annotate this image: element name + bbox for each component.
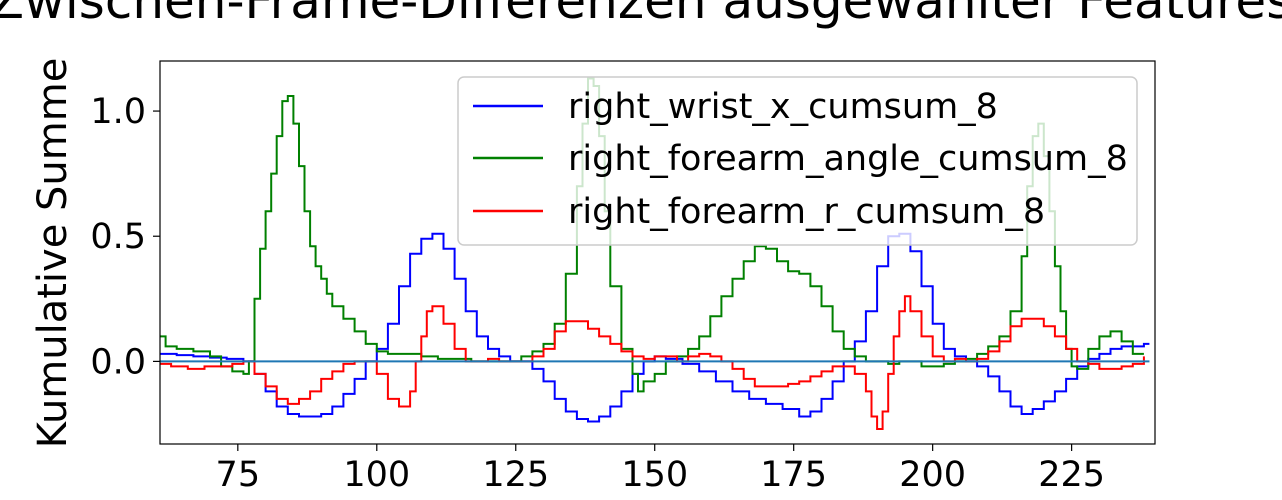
x-tick-label: 225	[1038, 455, 1105, 495]
chart-title: Zwischen-Frame-Differenzen ausgewählter …	[0, 0, 1282, 30]
x-axis: 75 100 125 150 175 200 225	[216, 444, 1105, 495]
y-tick-label: 1.0	[90, 92, 146, 132]
legend-label-wrist: right_wrist_x_cumsum_8	[568, 87, 998, 127]
legend-label-angle: right_forearm_angle_cumsum_8	[568, 139, 1128, 179]
series-line-right-forearm-angle	[160, 77, 1144, 393]
plot-frame	[159, 60, 1156, 445]
x-tick-label: 175	[760, 455, 827, 495]
y-tick-label: 0.5	[90, 217, 146, 257]
legend-box	[457, 76, 1138, 246]
y-tick-label: 0.0	[90, 342, 146, 382]
y-axis: 0.0 0.5 1.0	[90, 92, 160, 382]
x-tick-label: 100	[343, 455, 410, 495]
plot-area: right_wrist_x_cumsum_8 right_forearm_ang…	[90, 60, 1156, 495]
x-tick-label: 200	[899, 455, 966, 495]
legend-label-r: right_forearm_r_cumsum_8	[568, 192, 1045, 232]
y-axis-label: Kumulative Summe	[30, 58, 76, 449]
x-tick-label: 125	[482, 455, 549, 495]
x-tick-label: 150	[621, 455, 688, 495]
x-tick-label: 75	[216, 455, 261, 495]
legend: right_wrist_x_cumsum_8 right_forearm_ang…	[457, 76, 1138, 246]
series-layer	[160, 77, 1150, 430]
